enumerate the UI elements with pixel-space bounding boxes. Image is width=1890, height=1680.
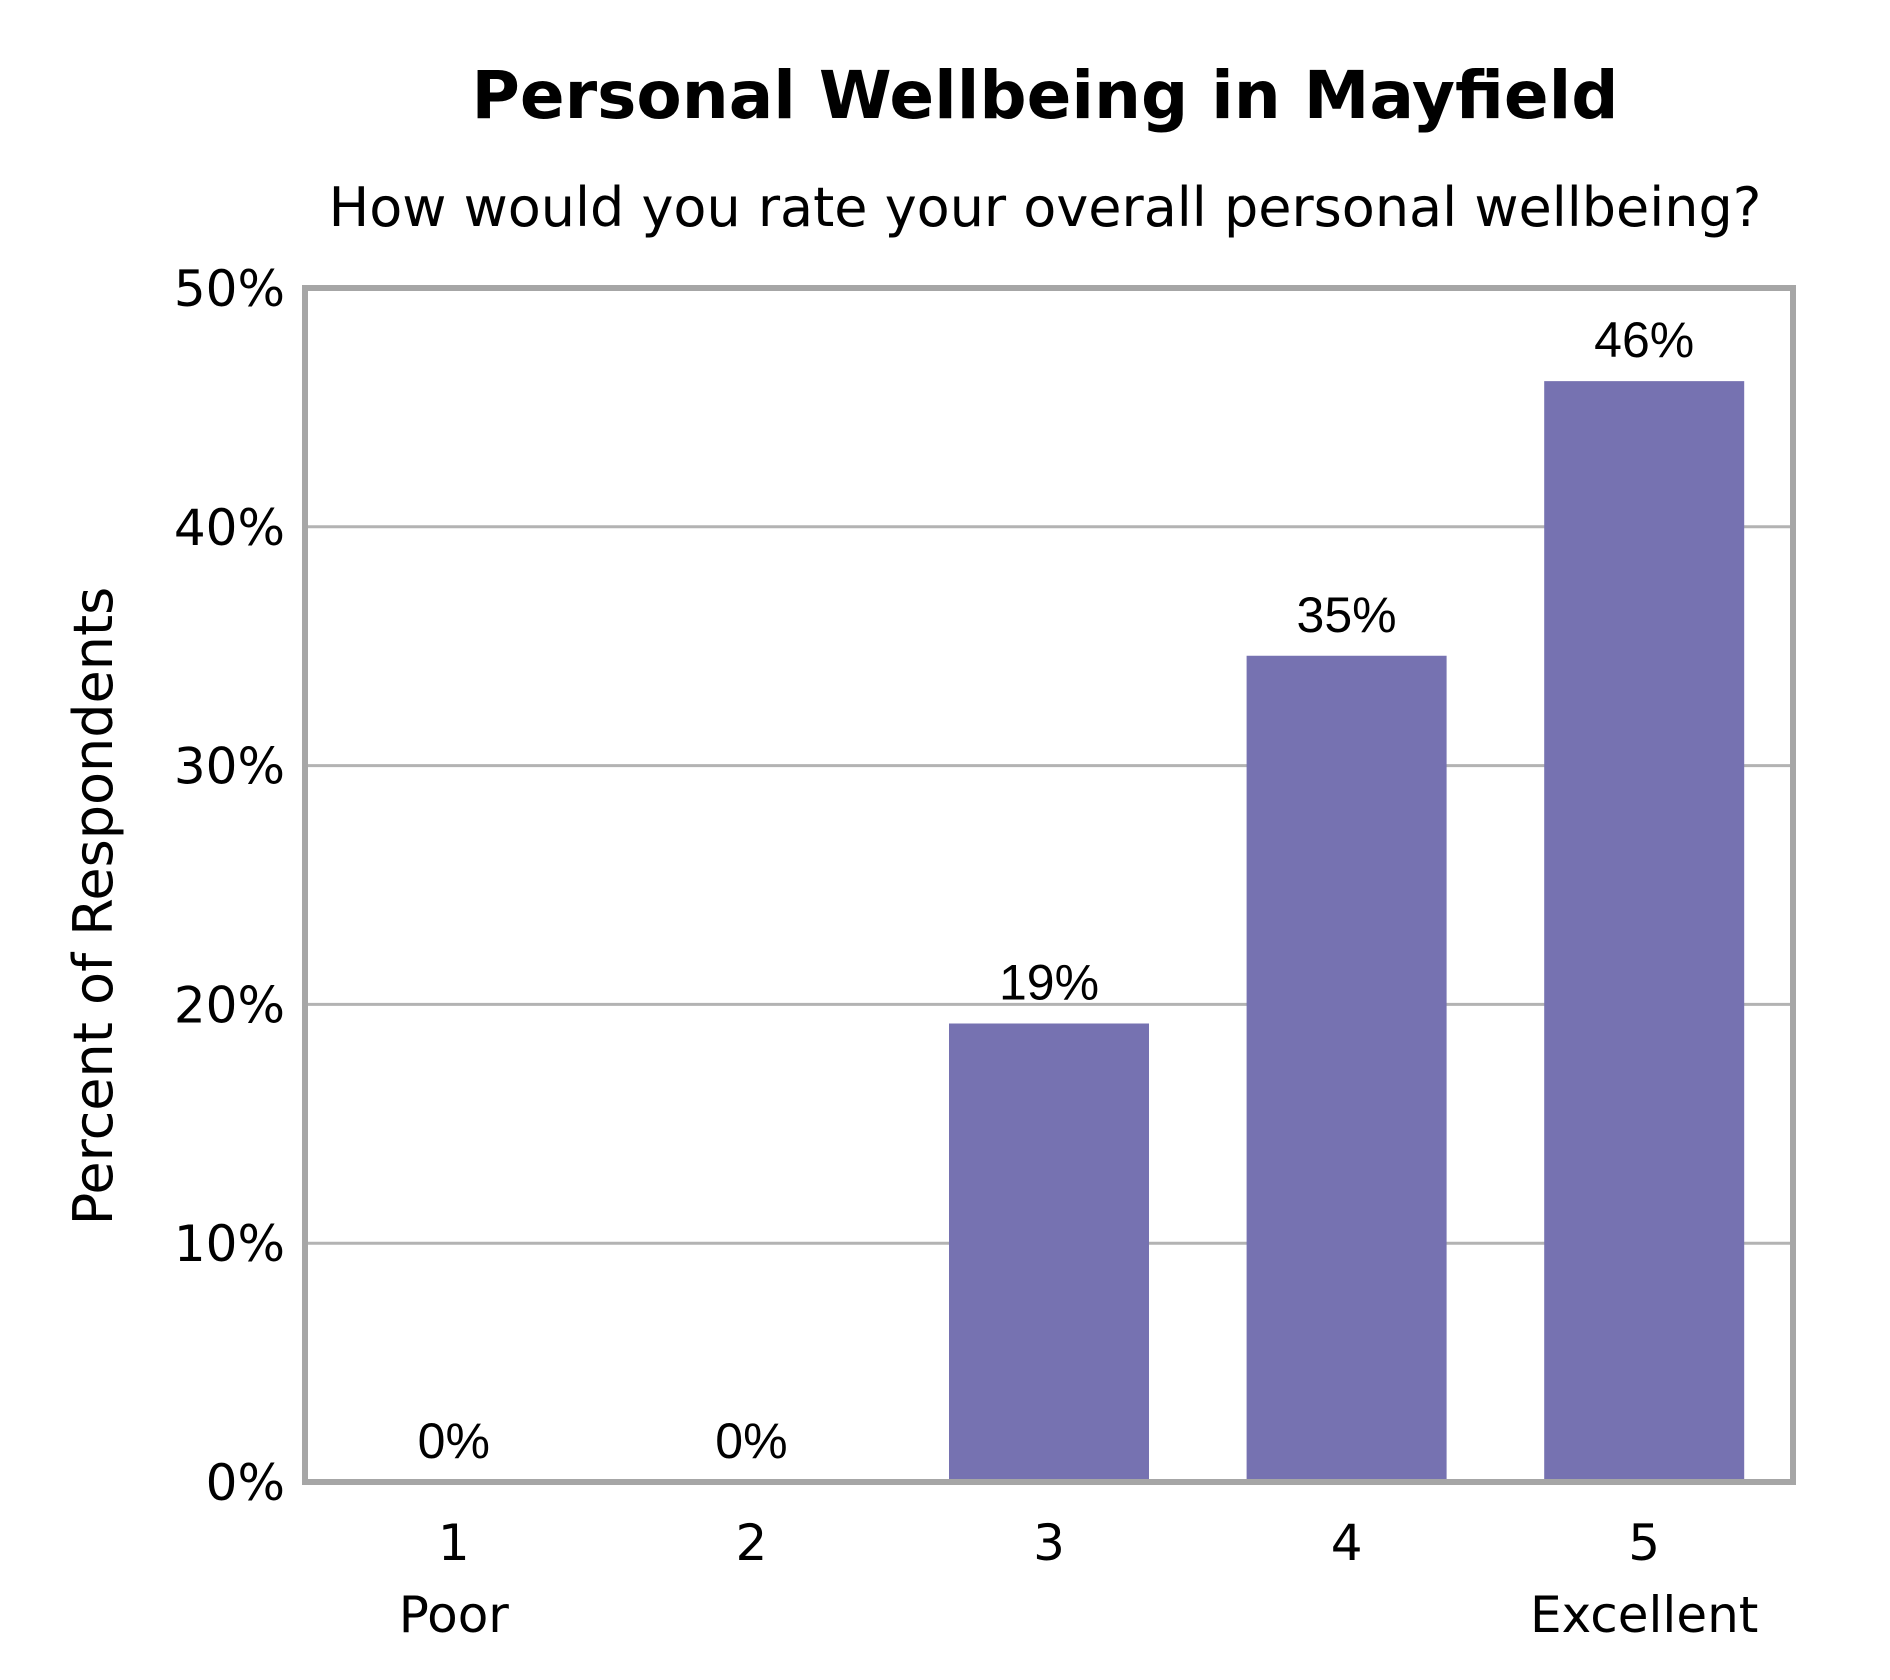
value-labels: 0% 0% 19% 35% 46% (418, 312, 1695, 1469)
x-tick-label: 1 (438, 1514, 470, 1572)
chart-title: Personal Wellbeing in Mayfield (471, 57, 1618, 134)
y-tick-labels: 0% 10% 20% 30% 40% 50% (174, 260, 285, 1512)
bar-3 (949, 1023, 1149, 1482)
y-tick-label: 0% (206, 1454, 285, 1512)
value-label: 0% (418, 1413, 490, 1469)
y-tick-label: 40% (174, 499, 285, 557)
value-label: 46% (1594, 312, 1694, 368)
value-label: 19% (999, 955, 1099, 1011)
y-axis-label: Percent of Respondents (62, 587, 125, 1226)
y-tick-label: 20% (174, 976, 285, 1034)
y-tick-label: 30% (174, 738, 285, 796)
chart-subtitle: How would you rate your overall personal… (329, 176, 1762, 239)
x-tick-sublabel: Poor (399, 1586, 510, 1644)
bar-5 (1544, 381, 1745, 1483)
bars (949, 381, 1745, 1483)
x-tick-label: 4 (1331, 1514, 1363, 1572)
value-label: 0% (715, 1413, 787, 1469)
x-tick-labels: 1 Poor 2 3 4 5 Excellent (399, 1514, 1759, 1644)
bar-4 (1246, 655, 1447, 1482)
x-tick-sublabel: Excellent (1530, 1586, 1758, 1644)
value-label: 35% (1297, 587, 1397, 643)
x-tick-label: 2 (735, 1514, 767, 1572)
x-tick-label: 5 (1628, 1514, 1660, 1572)
x-tick-label: 3 (1033, 1514, 1065, 1572)
plot-frame (302, 285, 1796, 1485)
y-tick-label: 50% (174, 260, 285, 318)
y-tick-label: 10% (174, 1215, 285, 1273)
